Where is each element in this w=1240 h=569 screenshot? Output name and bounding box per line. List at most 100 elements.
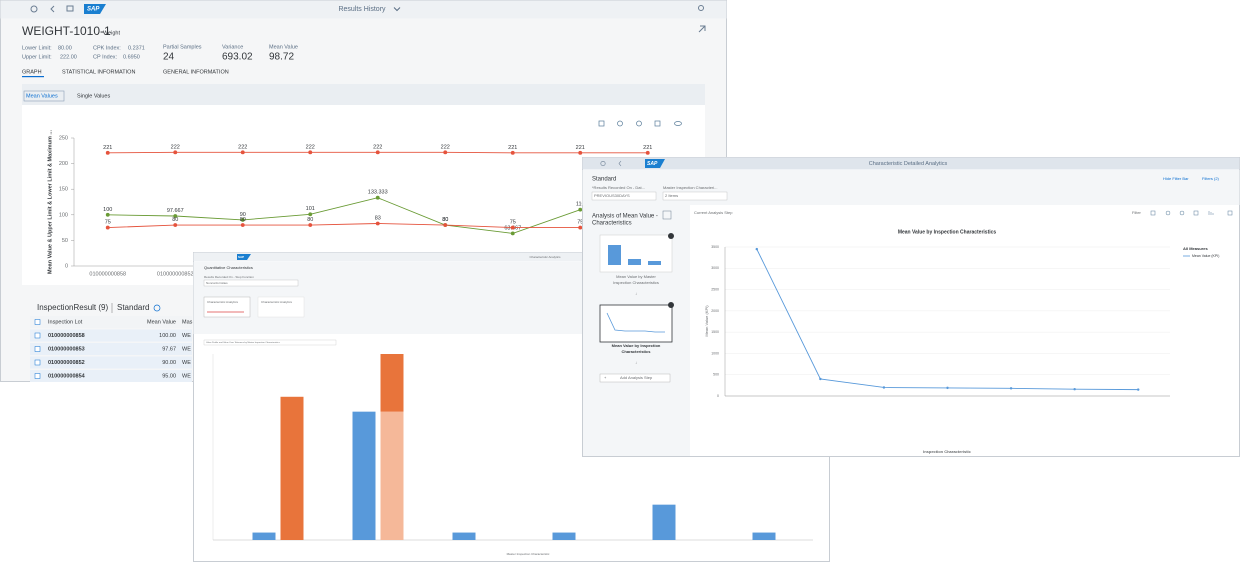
toolbar-icon[interactable] bbox=[654, 120, 661, 127]
tab[interactable]: STATISTICAL INFORMATION bbox=[62, 69, 135, 75]
logo-text: SAP bbox=[647, 161, 658, 167]
remove-step[interactable] bbox=[668, 302, 674, 308]
data-label: 133.333 bbox=[368, 190, 388, 196]
cell: 010000000853 bbox=[48, 346, 85, 352]
attr-value: 80.00 bbox=[58, 45, 72, 51]
toolbar-icon[interactable] bbox=[674, 121, 682, 126]
point bbox=[946, 386, 949, 390]
tab[interactable]: GENERAL INFORMATION bbox=[163, 69, 229, 75]
object-subtitle: Weight bbox=[103, 30, 120, 36]
filter-value: 2 Items bbox=[665, 193, 678, 198]
attr-label: CPK Index: bbox=[93, 45, 121, 51]
y-tick-label: 100 bbox=[59, 212, 68, 218]
y-tick-label: 3500 bbox=[711, 245, 719, 249]
point bbox=[1009, 387, 1013, 390]
point bbox=[105, 212, 110, 217]
point bbox=[105, 150, 110, 155]
data-label: 80 bbox=[240, 217, 246, 223]
thumb-bar bbox=[608, 245, 621, 265]
data-label: 222 bbox=[171, 144, 180, 150]
back-button[interactable] bbox=[50, 5, 55, 13]
y-tick-label: 250 bbox=[59, 135, 68, 141]
variant[interactable]: Standard bbox=[592, 177, 616, 183]
toolbar-icon[interactable] bbox=[1165, 210, 1171, 216]
filter-input[interactable] bbox=[203, 279, 299, 287]
toolbar-icon[interactable] bbox=[636, 120, 642, 127]
checkbox[interactable] bbox=[34, 373, 41, 379]
point bbox=[375, 221, 380, 226]
data-label: 222 bbox=[441, 144, 450, 150]
filter-input[interactable] bbox=[591, 191, 657, 201]
checkbox[interactable] bbox=[34, 332, 41, 339]
filter-button[interactable]: Filter bbox=[1132, 210, 1142, 215]
toolbar-icon[interactable] bbox=[1150, 210, 1156, 216]
table-row bbox=[30, 329, 192, 342]
chevron bbox=[393, 7, 401, 12]
user-icon[interactable] bbox=[600, 161, 606, 167]
hide-filter-bar[interactable]: Hide Filter Bar bbox=[1163, 176, 1189, 181]
shell-title[interactable]: Characteristic Detailed Analytics bbox=[869, 161, 948, 167]
tab[interactable]: GRAPH bbox=[22, 69, 42, 75]
subtab[interactable]: Single Values bbox=[77, 93, 110, 99]
data-label: 100 bbox=[103, 207, 112, 213]
point bbox=[308, 223, 313, 227]
tile[interactable] bbox=[257, 296, 305, 318]
home-button[interactable] bbox=[66, 5, 74, 12]
variant-icon[interactable] bbox=[153, 304, 161, 312]
column-header: Inspection Lot bbox=[48, 319, 83, 325]
point bbox=[645, 150, 650, 155]
cell: 010000000854 bbox=[48, 373, 86, 379]
step-arrow: ↓ bbox=[635, 291, 637, 296]
data-label: 80 bbox=[442, 217, 448, 223]
toolbar-icon[interactable] bbox=[598, 120, 605, 127]
toolbar-icon[interactable] bbox=[1193, 210, 1199, 216]
subtab-bar bbox=[22, 84, 705, 105]
step-title: Mean Value by Master bbox=[616, 274, 656, 279]
toolbar-icon[interactable] bbox=[1179, 210, 1185, 216]
remove-step[interactable] bbox=[668, 233, 674, 239]
table-variant[interactable]: Standard bbox=[117, 303, 149, 312]
share-icon[interactable] bbox=[698, 25, 706, 33]
path-menu[interactable] bbox=[662, 210, 672, 220]
logo-text: SAP bbox=[87, 7, 100, 13]
step-card-active[interactable] bbox=[599, 304, 673, 343]
toolbar-icon[interactable] bbox=[1208, 211, 1214, 215]
checkbox[interactable] bbox=[34, 346, 41, 352]
y-tick-label: 1500 bbox=[711, 330, 719, 334]
subtab[interactable]: Mean Values bbox=[26, 93, 58, 99]
filter-input[interactable] bbox=[662, 191, 728, 201]
toolbar-icon[interactable] bbox=[1227, 210, 1233, 216]
chart-toolbar bbox=[598, 120, 682, 127]
path-title: Analysis of Mean Value - bbox=[592, 214, 658, 220]
shell-bar bbox=[0, 0, 727, 19]
toolbar-icon[interactable] bbox=[617, 120, 623, 127]
point bbox=[375, 195, 380, 200]
chart-toolbar bbox=[1150, 210, 1233, 216]
cell: 95.00 bbox=[162, 373, 176, 379]
point bbox=[510, 150, 515, 155]
table-header bbox=[30, 316, 192, 328]
user-icon[interactable] bbox=[30, 5, 38, 13]
bar-segment bbox=[380, 411, 404, 540]
cell: 90.00 bbox=[162, 360, 176, 366]
point bbox=[240, 150, 245, 155]
kpi-label: Mean Value bbox=[269, 44, 298, 50]
tile-title: Characteristic Analytics bbox=[261, 300, 293, 304]
checkbox bbox=[34, 319, 41, 325]
filters-button[interactable]: Filters (2) bbox=[1202, 176, 1220, 181]
bar bbox=[552, 532, 576, 540]
attr-label: Upper Limit: bbox=[22, 54, 52, 60]
search-icon[interactable] bbox=[698, 5, 704, 11]
point bbox=[105, 225, 110, 230]
checkbox[interactable] bbox=[34, 359, 41, 366]
add-step-button[interactable] bbox=[599, 373, 671, 383]
data-label: 222 bbox=[306, 144, 315, 150]
shell-title[interactable]: Results History bbox=[338, 6, 386, 13]
point bbox=[375, 150, 380, 155]
legend-title: All Measures bbox=[1183, 246, 1208, 251]
y-axis-label: Mean Value & Upper Limit & Lower Limit &… bbox=[47, 130, 53, 274]
data-label: 221 bbox=[508, 145, 517, 151]
chart-selector[interactable] bbox=[203, 339, 337, 346]
back-button[interactable] bbox=[618, 160, 622, 167]
